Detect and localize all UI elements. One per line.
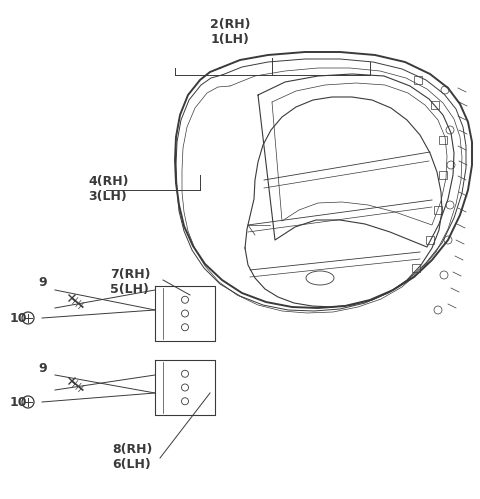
- Bar: [414, 76, 422, 84]
- Text: 10: 10: [10, 311, 27, 324]
- Bar: [412, 264, 420, 272]
- Text: 4(RH)
3(LH): 4(RH) 3(LH): [88, 175, 129, 203]
- Text: 9: 9: [38, 276, 47, 289]
- Text: 7(RH)
5(LH): 7(RH) 5(LH): [110, 268, 151, 296]
- Bar: [434, 206, 442, 214]
- Bar: [426, 236, 434, 244]
- Bar: [439, 171, 447, 179]
- Bar: [431, 101, 439, 109]
- Text: 10: 10: [10, 396, 27, 409]
- Text: 8(RH)
6(LH): 8(RH) 6(LH): [112, 443, 152, 471]
- Text: 2(RH)
1(LH): 2(RH) 1(LH): [210, 18, 250, 46]
- Bar: [439, 136, 447, 144]
- Text: 9: 9: [38, 361, 47, 375]
